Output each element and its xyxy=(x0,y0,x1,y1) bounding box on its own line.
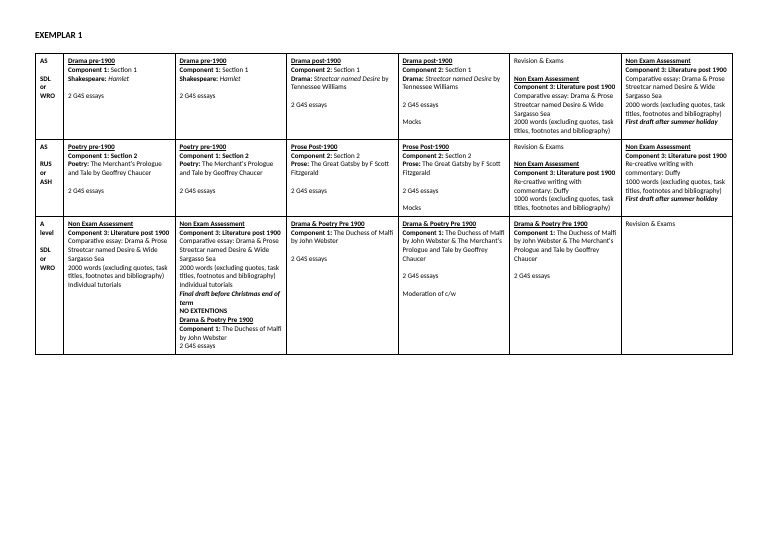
cell-line: Streetcar named Desire & Wide Sargasso S… xyxy=(180,246,283,264)
table-row: Alevel SDLorWRONon Exam AssessmentCompon… xyxy=(36,216,733,354)
row-label: Alevel SDLorWRO xyxy=(36,216,64,354)
cell-line: 2 G4S essays xyxy=(291,255,394,264)
cell-line: 2 G4S essays xyxy=(291,101,394,110)
cell-line: Revision & Exams xyxy=(514,143,617,152)
table-cell: Drama & Poetry Pre 1900Component 1: The … xyxy=(287,216,399,354)
cell-line: 2000 words (excluding quotes, task title… xyxy=(180,264,283,282)
cell-line: 2 G4S essays xyxy=(403,187,506,196)
cell-line: Moderation of c/w xyxy=(403,290,506,299)
cell-line: Revision & Exams xyxy=(626,220,729,229)
table-cell: Non Exam AssessmentComponent 3: Literatu… xyxy=(621,139,733,216)
table-cell: Revision & Exams Non Exam AssessmentComp… xyxy=(510,54,622,140)
cell-line: 2 G4S essays xyxy=(403,272,506,281)
cell-line: 2 G4S essays xyxy=(68,187,171,196)
table-cell: Drama pre-1900Component 1: Section 1Shak… xyxy=(175,54,287,140)
table-cell: Poetry pre-1900Component 1: Section 2Poe… xyxy=(64,139,176,216)
cell-line: Individual tutorials xyxy=(68,281,171,290)
cell-line: 2000 words (excluding quotes, task title… xyxy=(68,264,171,282)
cell-line: Re-creative writing with commentary: Duf… xyxy=(514,178,617,196)
row-label: AS RUSorASH xyxy=(36,139,64,216)
cell-line: 2 G4S essays xyxy=(514,272,617,281)
cell-line: Poetry: The Merchant's Prologue and Tale… xyxy=(68,160,171,178)
table-cell: Prose Post-1900Component 2: Section 2Pro… xyxy=(287,139,399,216)
table-row: AS SDLorWRODrama pre-1900Component 1: Se… xyxy=(36,54,733,140)
table-cell: Drama pre-1900Component 1: Section 1Shak… xyxy=(64,54,176,140)
table-cell: Non Exam AssessmentComponent 3: Literatu… xyxy=(175,216,287,354)
cell-line: Component 1: The Duchess of Malfi by Joh… xyxy=(514,229,617,264)
cell-line: 2 G4S essays xyxy=(68,92,171,101)
cell-line: 1000 words (excluding quotes, task title… xyxy=(514,195,617,213)
cell-line: First draft after summer holiday xyxy=(626,118,729,127)
page-title: EXEMPLAR 1 xyxy=(35,30,733,41)
cell-line: 2 G4S essays xyxy=(291,187,394,196)
table-cell: Drama & Poetry Pre 1900Component 1: The … xyxy=(510,216,622,354)
cell-line: First draft after summer holiday xyxy=(626,195,729,204)
table-cell: Revision & Exams Non Exam AssessmentComp… xyxy=(510,139,622,216)
table-cell: Prose Post-1900Component 2: Section 2Pro… xyxy=(398,139,510,216)
cell-line: 2 G4S essays xyxy=(180,187,283,196)
cell-line: Streetcar named Desire & Wide Sargasso S… xyxy=(514,101,617,119)
table-cell: Non Exam AssessmentComponent 3: Literatu… xyxy=(64,216,176,354)
cell-line: Component 1: The Duchess of Malfi by Joh… xyxy=(180,325,283,343)
cell-line: 1000 words (excluding quotes, task title… xyxy=(626,178,729,196)
cell-line: Drama: Streetcar named Desire by Tenness… xyxy=(403,75,506,93)
cell-line: Poetry: The Merchant's Prologue and Tale… xyxy=(180,160,283,178)
table-cell: Drama post-1900Component 2: Section 1Dra… xyxy=(287,54,399,140)
cell-line: Component 1: The Duchess of Malfi by Joh… xyxy=(403,229,506,264)
table-cell: Drama & Poetry Pre 1900Component 1: The … xyxy=(398,216,510,354)
cell-line: Drama: Streetcar named Desire by Tenness… xyxy=(291,75,394,93)
cell-line: Component 1: The Duchess of Malfi by Joh… xyxy=(291,229,394,247)
cell-line: Mocks xyxy=(403,204,506,213)
table-cell: Revision & Exams xyxy=(621,216,733,354)
exemplar-table: AS SDLorWRODrama pre-1900Component 1: Se… xyxy=(35,53,733,355)
cell-line: Shakespeare: Hamlet xyxy=(68,75,171,84)
cell-line: 2 G4S essays xyxy=(180,92,283,101)
cell-line: 2 G4S essays xyxy=(180,342,283,351)
cell-line: Streetcar named Desire & Wide Sargasso S… xyxy=(68,246,171,264)
cell-line: Shakespeare: Hamlet xyxy=(180,75,283,84)
cell-line: 2000 words (excluding quotes, task title… xyxy=(514,118,617,136)
table-cell: Poetry pre-1900Component 1: Section 2Poe… xyxy=(175,139,287,216)
table-cell: Drama post-1900Component 2: Section 1Dra… xyxy=(398,54,510,140)
cell-line: Mocks xyxy=(403,118,506,127)
row-label: AS SDLorWRO xyxy=(36,54,64,140)
cell-line: Revision & Exams xyxy=(514,57,617,66)
cell-line: Streetcar named Desire & Wide Sargasso S… xyxy=(626,83,729,101)
table-row: AS RUSorASHPoetry pre-1900Component 1: S… xyxy=(36,139,733,216)
cell-line: Re-creative writing with commentary: Duf… xyxy=(626,160,729,178)
cell-line: 2000 words (excluding quotes, task title… xyxy=(626,101,729,119)
cell-line: Prose: The Great Gatsby by F Scott Fitzg… xyxy=(403,160,506,178)
cell-line: Final draft before Christmas end of term xyxy=(180,290,283,308)
table-cell: Non Exam AssessmentComponent 3: Literatu… xyxy=(621,54,733,140)
cell-line: 2 G4S essays xyxy=(403,101,506,110)
cell-line: Prose: The Great Gatsby by F Scott Fitzg… xyxy=(291,160,394,178)
